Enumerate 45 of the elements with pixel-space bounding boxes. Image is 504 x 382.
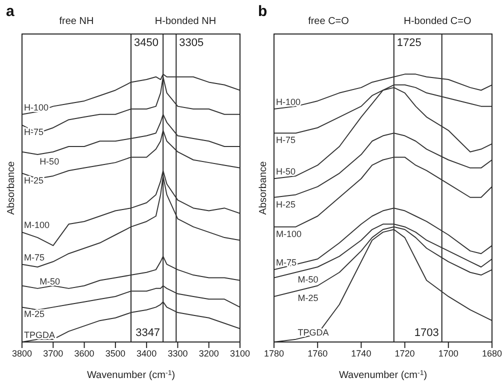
x-tick-label: 1740	[351, 348, 372, 358]
x-tick-label: 3500	[105, 348, 126, 358]
ref-line-label: 3305	[179, 37, 204, 49]
series-label: H-100	[24, 102, 49, 112]
series-label: H-25	[24, 175, 44, 186]
x-tick-label: 3400	[136, 348, 157, 358]
ref-line-label: 1703	[414, 327, 439, 339]
series-label: M-100	[24, 220, 50, 230]
series-label: M-25	[298, 293, 318, 304]
x-tick-label: 1780	[264, 348, 284, 358]
series-label: TPGDA	[24, 330, 56, 340]
x-tick-label: 3200	[198, 348, 219, 358]
x-axis-title: Wavenumber (cm$^{-1}$)	[338, 370, 428, 381]
x-tick-label: 3100	[230, 348, 250, 358]
chart-title: b	[258, 3, 268, 20]
text: free NH	[59, 16, 94, 27]
x-tick-label: 3700	[43, 348, 64, 358]
x-tick-label: 3300	[168, 348, 188, 358]
x-tick-label: 3600	[74, 348, 94, 358]
x-tick-label: 1680	[482, 348, 502, 358]
text: free C=O	[308, 16, 350, 27]
series-label: M-75	[24, 252, 45, 262]
series-label: H-75	[276, 135, 296, 146]
series-label: H-25	[276, 199, 296, 210]
chart-title: a	[6, 3, 15, 20]
text: H-bonded NH	[154, 16, 216, 27]
text: H-bonded C=O	[404, 16, 472, 27]
x-tick-label: 1760	[308, 348, 328, 358]
x-tick-label: 1700	[438, 348, 458, 358]
ref-line-label: 3450	[134, 37, 158, 49]
series-label: M-75	[276, 258, 297, 268]
series-label: M-25	[24, 309, 45, 320]
series-label: H-50	[276, 166, 296, 177]
series-label: M-100	[276, 228, 302, 239]
x-tick-label: 1720	[394, 348, 415, 358]
ref-line-label: 1725	[396, 37, 422, 49]
x-tick-label: 3800	[12, 348, 32, 358]
y-axis-title: Absorbance	[6, 160, 17, 215]
x-axis-title: Wavenumber (cm$^{-1}$)	[86, 370, 176, 381]
series-label: H-50	[40, 156, 60, 167]
ref-line-label: 3347	[136, 327, 160, 339]
series-label: M-50	[298, 274, 318, 284]
y-axis-title: Absorbance	[258, 160, 269, 215]
series-label: M-50	[40, 276, 60, 286]
series-label: H-100	[276, 96, 301, 107]
